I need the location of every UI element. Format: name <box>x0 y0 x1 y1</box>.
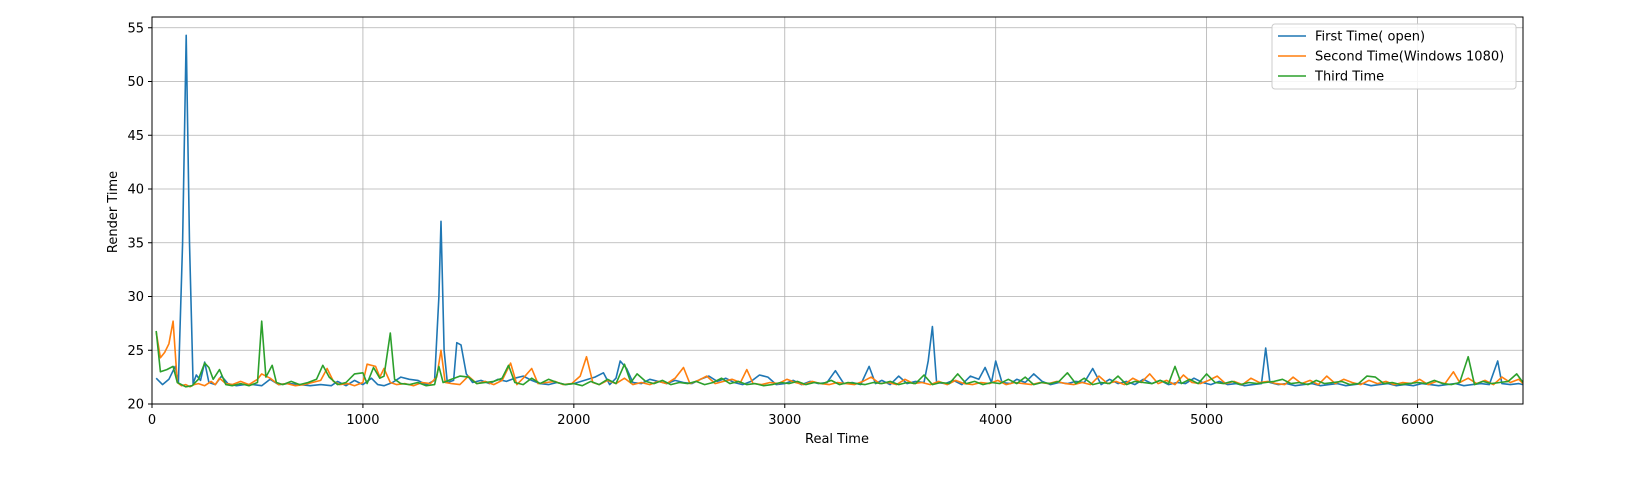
plot-frame <box>151 16 1524 405</box>
x-tick-label: 5000 <box>1190 413 1223 428</box>
y-tick-label: 50 <box>127 75 144 90</box>
y-tick-label: 25 <box>127 344 144 359</box>
x-tick-label: 0 <box>148 413 156 428</box>
y-tick-label: 35 <box>127 236 144 251</box>
x-tick-label: 3000 <box>768 413 801 428</box>
x-tick-label: 2000 <box>557 413 590 428</box>
series-layer <box>155 34 1524 388</box>
y-tick-label: 55 <box>127 21 144 36</box>
legend-box <box>1271 23 1517 90</box>
series-line-3 <box>155 320 1524 388</box>
y-tick-label: 20 <box>127 398 144 413</box>
y-axis: 20 25 30 35 40 45 50 55 <box>127 21 152 413</box>
y-tick-label: 30 <box>127 290 144 305</box>
x-tick-label: 6000 <box>1401 413 1434 428</box>
legend-label: Third Time <box>1314 70 1384 85</box>
legend: First Time( open) Second Time(Windows 108… <box>1271 23 1517 90</box>
x-tick-label: 4000 <box>979 413 1012 428</box>
y-axis-label: Render Time <box>106 171 121 253</box>
legend-label: First Time( open) <box>1315 30 1425 45</box>
x-tick-label: 1000 <box>346 413 379 428</box>
x-axis-label: Real Time <box>805 432 869 447</box>
y-tick-label: 40 <box>127 183 144 198</box>
y-tick-label: 45 <box>127 129 144 144</box>
x-axis: 0 1000 2000 3000 4000 5000 6000 <box>148 404 1434 428</box>
legend-label: Second Time(Windows 1080) <box>1315 50 1504 65</box>
